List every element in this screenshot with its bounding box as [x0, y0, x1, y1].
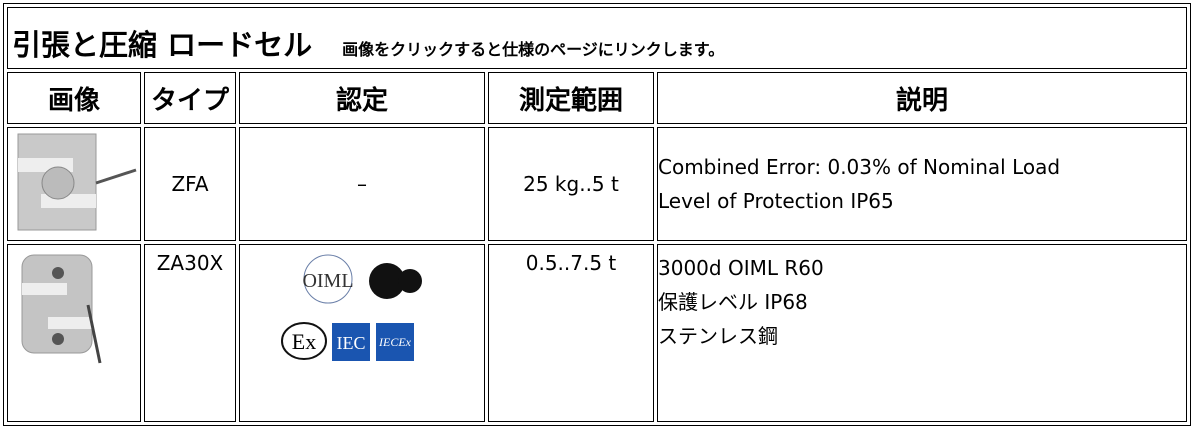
description: 3000d OIML R60 保護レベル IP68 ステンレス鋼 [657, 244, 1187, 422]
desc-line: 3000d OIML R60 [658, 256, 824, 280]
product-image[interactable] [8, 245, 140, 365]
logo-iecex: IECEx [378, 335, 412, 349]
title-cell: 引張と圧縮 ロードセル 画像をクリックすると仕様のページにリンクします。 [7, 7, 1187, 69]
image-cell[interactable] [7, 127, 141, 241]
image-cell[interactable] [7, 244, 141, 422]
logo-ex: Ex [292, 329, 316, 354]
certification: – [239, 127, 485, 241]
type: ZA30X [144, 244, 236, 422]
type: ZFA [144, 127, 236, 241]
col-header: 画像 [7, 72, 141, 124]
description: Combined Error: 0.03% of Nominal Load Le… [657, 127, 1187, 241]
range: 25 kg..5 t [488, 127, 654, 241]
desc-line: Combined Error: 0.03% of Nominal Load [658, 155, 1061, 179]
product-table: 引張と圧縮 ロードセル 画像をクリックすると仕様のページにリンクします。 画像 タ… [3, 3, 1191, 426]
title: 引張と圧縮 ロードセル [12, 28, 313, 62]
desc-line: Level of Protection IP65 [658, 189, 894, 213]
col-header: 説明 [657, 72, 1187, 124]
col-header: 測定範囲 [488, 72, 654, 124]
desc-line: 保護レベル IP68 [658, 290, 808, 314]
col-header: 認定 [239, 72, 485, 124]
header-row: 画像 タイプ 認定 測定範囲 説明 [7, 72, 1187, 124]
logo-iec: IEC [337, 333, 366, 353]
row: ZFA – 25 kg..5 t Combined Error: 0.03% o… [7, 127, 1187, 241]
note: 画像をクリックすると仕様のページにリンクします。 [342, 40, 725, 59]
page: 引張と圧縮 ロードセル 画像をクリックすると仕様のページにリンクします。 画像 タ… [3, 3, 1191, 426]
product-image[interactable] [8, 128, 140, 236]
range: 0.5..7.5 t [488, 244, 654, 422]
logos-cell: OIML Ex IEC IECEx [239, 244, 485, 422]
cert-logos: OIML Ex IEC IECEx [281, 254, 422, 361]
row: ZA30X OIML Ex IEC IECEx 0.5..7.5 t 3000d… [7, 244, 1187, 422]
col-header: タイプ [144, 72, 236, 124]
logo-oiml: OIML [302, 270, 353, 292]
desc-line: ステンレス鋼 [658, 324, 778, 348]
